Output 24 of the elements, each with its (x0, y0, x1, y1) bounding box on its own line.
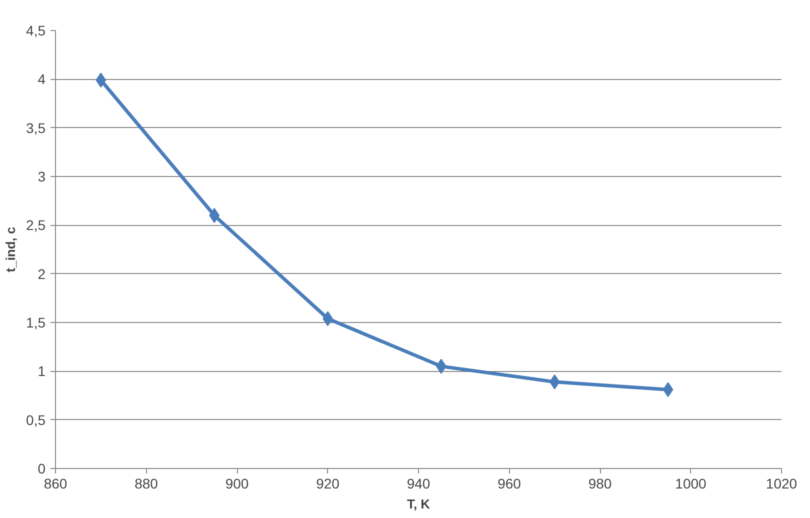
point (662, 382, 674, 398)
point (549, 374, 560, 390)
y-tick-label: 2,5 (26, 217, 46, 234)
y-tick-label: 4 (38, 71, 46, 88)
y-tick-label: 3,5 (26, 120, 46, 136)
x-tick-label: 960 (498, 476, 522, 492)
x-tick-label: 880 (134, 476, 158, 492)
point (96, 72, 106, 88)
x-tick-label: 900 (225, 476, 249, 492)
y-tick-label: 4,5 (26, 22, 46, 38)
x-tick-label: 980 (588, 476, 612, 492)
x-tick-label: 1000 (675, 476, 707, 492)
x-tick-label: 920 (316, 476, 340, 492)
x-tick-label: 860 (44, 476, 68, 492)
y-tick-label: 0 (38, 460, 46, 476)
y-tick-label: 1 (38, 363, 46, 380)
x-tick-label: 940 (406, 476, 430, 492)
y-tick-label: 1,5 (26, 314, 46, 330)
y-tick-label: 0,5 (26, 412, 46, 428)
y-tick-label: 3 (38, 168, 46, 184)
x-axis-title: T, K (406, 496, 431, 512)
x-tick-label: 1020 (766, 476, 798, 492)
y-axis-title: t_ind, c (3, 226, 18, 272)
y-tick-label: 2 (38, 266, 46, 282)
